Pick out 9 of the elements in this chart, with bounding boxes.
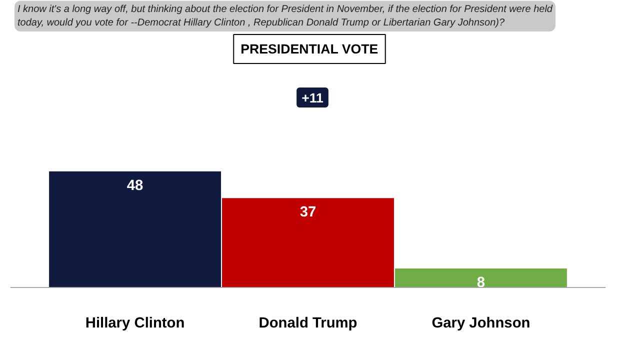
data-label: 37 bbox=[300, 204, 316, 221]
x-tick-label: Gary Johnson bbox=[432, 316, 530, 332]
chart-title: PRESIDENTIAL VOTE bbox=[240, 42, 378, 56]
data-label: 8 bbox=[476, 275, 486, 292]
text: +11 bbox=[302, 90, 324, 106]
chart-subtitle: I know it's a long way off, but thinking about the election for President in November, if the election for President were held today, would you vote for --Democrat Hillary Clinton , Republican Donald Trump or Libertarian Gary Johnson)? bbox=[18, 4, 553, 28]
data-label: 48 bbox=[126, 178, 144, 194]
x-tick-label: Donald Trump bbox=[258, 316, 358, 332]
x-tick-label: Hillary Clinton bbox=[85, 316, 185, 332]
